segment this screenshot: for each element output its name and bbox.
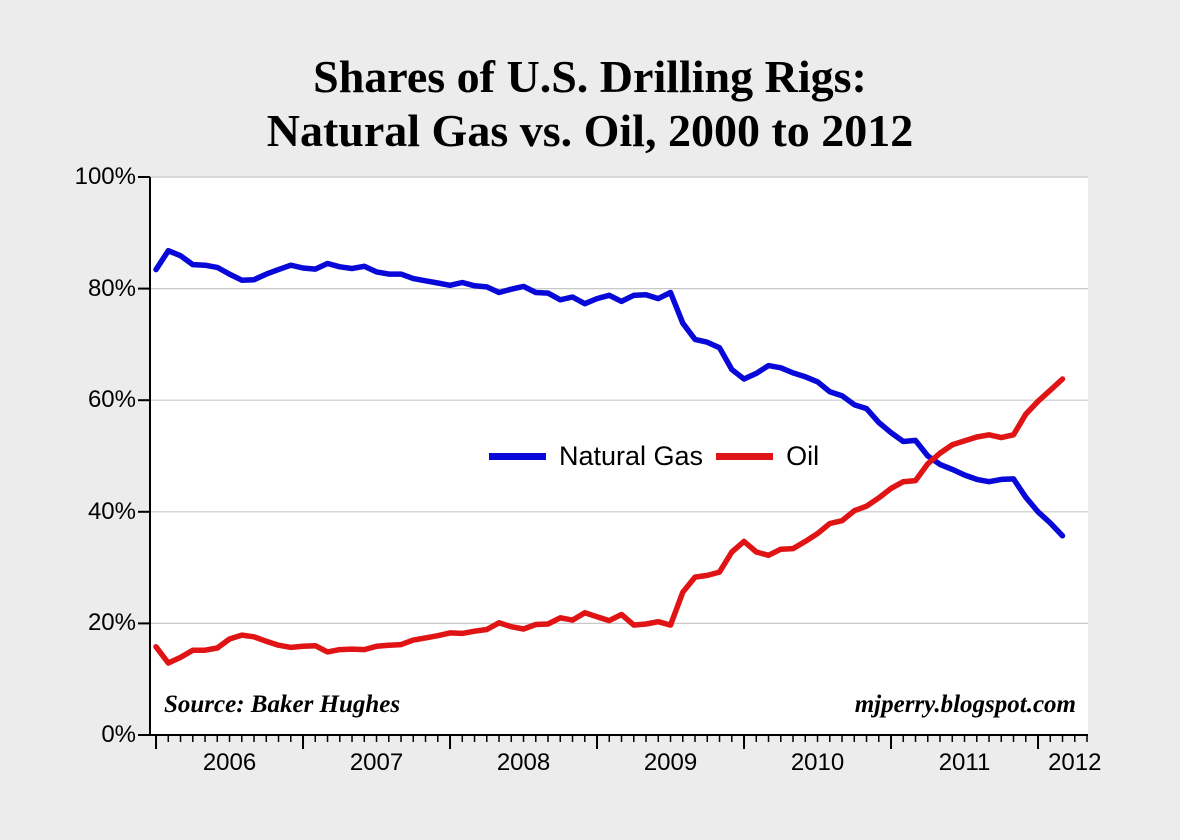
natural-gas-line bbox=[153, 247, 1066, 539]
x-axis-label: 2011 bbox=[938, 749, 991, 776]
oil-line bbox=[153, 376, 1066, 666]
x-axis-label: 2010 bbox=[790, 749, 845, 776]
legend-swatch-natural-gas-line bbox=[489, 452, 546, 460]
x-axis-label: 2006 bbox=[202, 749, 257, 776]
y-axis-label: 20% bbox=[87, 609, 136, 637]
chart-title-line2: Natural Gas vs. Oil, 2000 to 2012 bbox=[266, 105, 914, 156]
chart-title: Shares of U.S. Drilling Rigs: Natural Ga… bbox=[0, 50, 1180, 158]
legend: Natural Gas Oil bbox=[489, 440, 819, 472]
x-axis-label: 2009 bbox=[643, 749, 698, 776]
x-axis-label: 2008 bbox=[496, 749, 551, 776]
y-axis-label: 60% bbox=[87, 386, 136, 414]
y-axis-label: 80% bbox=[87, 274, 136, 302]
chart-title-line1: Shares of U.S. Drilling Rigs: bbox=[313, 51, 867, 102]
x-axis-label: 2007 bbox=[349, 749, 404, 776]
legend-label-oil: Oil bbox=[786, 441, 820, 471]
legend-swatch-oil-line bbox=[716, 452, 774, 460]
legend-label-natural-gas: Natural Gas bbox=[559, 441, 704, 471]
source-note: Source: Baker Hughes bbox=[164, 691, 401, 718]
y-axis-label: 100% bbox=[74, 163, 136, 190]
watermark: mjperry.blogspot.com bbox=[854, 691, 1076, 718]
x-axis-label: 2012 bbox=[1048, 749, 1102, 776]
y-axis-label: 0% bbox=[101, 721, 136, 748]
y-axis-label: 40% bbox=[87, 497, 136, 525]
